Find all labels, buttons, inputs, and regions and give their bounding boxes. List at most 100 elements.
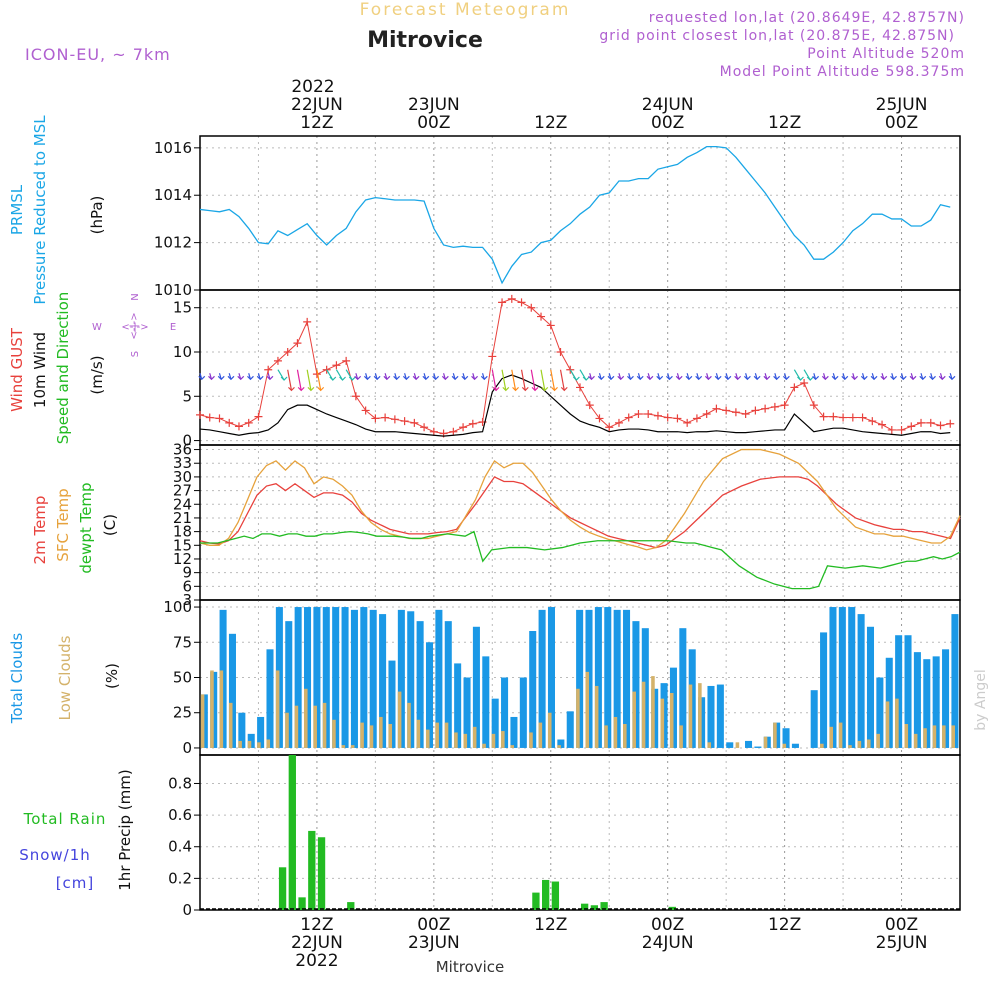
low-cloud-bar: [679, 725, 683, 748]
total-cloud-bar: [857, 614, 865, 748]
rain-bar: [590, 905, 599, 910]
gust-point: [839, 413, 848, 422]
top-hour-label: 12Z: [768, 113, 801, 133]
total-cloud-bar: [435, 609, 443, 748]
wind-arrow-head: [806, 376, 814, 381]
gust-point: [595, 414, 604, 423]
low-cloud-bar: [913, 733, 918, 748]
wind-arrow: [550, 369, 556, 391]
gust-point: [809, 401, 818, 410]
gust-point: [410, 418, 419, 427]
gust-point: [624, 413, 633, 422]
low-clouds-label: Low Clouds: [56, 635, 74, 720]
wind-arrow-head: [797, 376, 804, 381]
y-tick-label: 15: [173, 536, 192, 554]
low-cloud-bar: [782, 743, 787, 748]
wind-arrow-head: [870, 375, 878, 381]
cloud-unit: (%): [103, 663, 121, 689]
total-cloud-bar: [594, 607, 602, 748]
pressure-reduced-label: Pressure Reduced to MSL: [31, 115, 49, 305]
total-cloud-bar: [454, 663, 462, 748]
low-cloud-bar: [923, 728, 927, 748]
wind-arrow-head: [461, 375, 469, 381]
y-tick-label: 1012: [154, 234, 192, 252]
t2m-label: 2m Temp: [31, 496, 49, 565]
wind-arrow-head: [339, 376, 346, 381]
wind-arrow-head: [714, 375, 722, 381]
wind-arrow: [559, 369, 565, 391]
y-tick-label: 0: [182, 432, 192, 450]
top-hour-label: 00Z: [885, 113, 918, 133]
gust-point: [692, 414, 701, 423]
total-cloud-bar: [613, 609, 621, 748]
wind-unit: (m/s): [88, 355, 106, 394]
low-cloud-bar: [632, 691, 636, 748]
wind-arrow: [511, 369, 517, 391]
low-cloud-bar: [904, 724, 909, 748]
bottom-date-label: 25JUN: [876, 933, 928, 953]
total-cloud-bar: [538, 609, 546, 748]
low-cloud-bar: [219, 670, 224, 748]
low-cloud-bar: [895, 698, 899, 748]
wind-arrow-head: [256, 375, 264, 381]
pressure-unit: (hPa): [88, 196, 106, 235]
total-cloud-bar: [820, 632, 828, 748]
y-tick-label: 21: [173, 509, 192, 527]
gust-point: [653, 411, 662, 420]
total-cloud-bar: [388, 660, 396, 748]
wind-arrow-head: [329, 376, 337, 381]
low-cloud-bar: [623, 724, 627, 748]
low-cloud-bar: [238, 740, 242, 748]
bottom-date-label: 24JUN: [642, 933, 694, 953]
gust-point: [936, 421, 945, 430]
gust-point: [556, 348, 565, 356]
gust-point: [264, 365, 273, 374]
gust-point: [683, 418, 692, 427]
gust-point: [254, 412, 263, 421]
total-cloud-bar: [942, 649, 950, 748]
wind-arrow-head: [217, 375, 225, 381]
low-cloud-bar: [876, 733, 880, 748]
gust-point: [741, 410, 750, 418]
wind-arrow-head: [521, 386, 529, 392]
wind-arrow-head: [734, 375, 742, 381]
top-hour-label: 00Z: [417, 113, 450, 133]
low-cloud-bar: [547, 712, 552, 748]
wind-arrow-head: [773, 375, 781, 381]
total-cloud-bar: [904, 635, 912, 748]
wind-arrow-head: [560, 386, 568, 392]
rain-bar: [298, 897, 306, 910]
y-tick-label: 1016: [154, 139, 192, 157]
wind-arrow: [287, 369, 293, 391]
low-cloud-bar: [651, 676, 655, 748]
wind-arrow-head: [502, 386, 510, 392]
low-cloud-bar: [829, 726, 834, 748]
y-tick-label: 50: [173, 669, 192, 687]
rain-bar: [580, 903, 589, 910]
gust-point: [751, 406, 760, 415]
total-cloud-bar: [463, 677, 471, 748]
gust-point: [868, 417, 877, 426]
low-cloud-bar: [735, 742, 740, 748]
low-cloud-bar: [707, 742, 712, 748]
precip-unit: 1hr Precip (mm): [116, 769, 134, 890]
gust-point: [926, 418, 935, 427]
bottom-year-label: 2022: [295, 951, 338, 971]
total-cloud-bar: [876, 677, 884, 748]
total-cloud-bar: [519, 677, 527, 748]
low-cloud-bar: [275, 670, 280, 748]
total-cloud-bar: [623, 609, 631, 748]
gust-point: [371, 414, 380, 423]
y-tick-label: 6: [182, 577, 192, 595]
compass-n: N: [130, 293, 141, 300]
wind-speed-line: [199, 374, 951, 437]
wind-arrow-head: [373, 375, 381, 381]
total-cloud-bar: [529, 631, 537, 748]
gust-point: [829, 412, 838, 421]
gust-point: [293, 339, 302, 348]
total-rain-label: Total Rain: [23, 810, 107, 828]
top-hour-label: 00Z: [651, 113, 684, 133]
low-cloud-bar: [951, 725, 955, 748]
wind-arrow-head: [685, 375, 693, 381]
low-cloud-bar: [407, 702, 411, 748]
